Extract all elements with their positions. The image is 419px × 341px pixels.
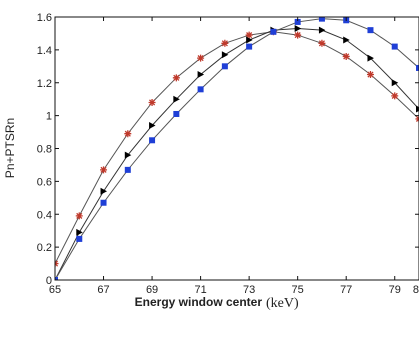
data-point-triangle	[100, 187, 108, 195]
data-point-asterisk	[391, 92, 399, 100]
y-tick-label: 1.6	[37, 12, 52, 24]
y-tick-label: 0.4	[37, 209, 52, 221]
x-tick-label: 75	[292, 284, 304, 296]
x-tick-label: 77	[340, 284, 352, 296]
data-point-triangle	[149, 121, 156, 129]
data-point-square	[270, 28, 277, 35]
plot-area	[55, 17, 419, 280]
x-tick-label: 80	[413, 284, 419, 296]
x-axis: 65 67 69 71 73 75 77 79 80	[49, 17, 419, 296]
data-point-square	[294, 18, 301, 25]
data-point-square	[318, 17, 325, 22]
data-point-triangle	[294, 25, 302, 33]
data-point-triangle	[173, 95, 180, 103]
series-3-line	[55, 18, 419, 280]
data-point-asterisk	[197, 54, 205, 62]
data-point-asterisk	[245, 31, 253, 39]
data-point-triangle	[197, 71, 205, 79]
data-point-asterisk	[148, 98, 156, 106]
x-tick-label: 79	[389, 284, 401, 296]
data-point-square	[100, 199, 107, 206]
x-tick-label: 71	[194, 284, 206, 296]
data-point-square	[416, 64, 419, 71]
y-axis-label: Pn+PTSRn	[3, 118, 17, 178]
y-tick-label: 0.8	[37, 144, 52, 156]
data-point-triangle	[318, 26, 326, 34]
data-point-triangle	[416, 105, 419, 113]
data-point-triangle	[76, 228, 83, 236]
data-point-square	[149, 137, 156, 144]
data-point-square	[197, 86, 204, 93]
data-point-triangle	[367, 54, 374, 62]
data-point-asterisk	[366, 71, 374, 79]
data-point-triangle	[343, 36, 350, 44]
data-point-square	[55, 277, 58, 280]
data-point-square	[221, 63, 228, 70]
data-point-square	[124, 166, 131, 173]
data-point-square	[173, 110, 180, 117]
data-point-asterisk	[100, 166, 108, 174]
series-1-line	[55, 31, 419, 264]
y-tick-label: 1.4	[37, 45, 52, 57]
data-point-asterisk	[75, 212, 83, 220]
x-tick-label: 73	[243, 284, 255, 296]
y-tick-label: 0.6	[37, 176, 52, 188]
data-point-triangle	[391, 79, 399, 87]
y-tick-label: 0.2	[37, 242, 52, 254]
data-point-asterisk	[294, 31, 302, 39]
data-point-asterisk	[318, 39, 326, 47]
data-point-asterisk	[124, 130, 132, 138]
y-axis: 0 0.2 0.4 0.6 0.8 1 1.2 1.4 1.6	[37, 12, 419, 287]
data-point-square	[76, 235, 83, 242]
y-tick-label: 0	[46, 275, 52, 287]
x-tick-label: 69	[146, 284, 158, 296]
data-point-asterisk	[172, 74, 180, 82]
data-point-square	[391, 43, 398, 50]
x-tick-label: 67	[97, 284, 109, 296]
data-point-triangle	[124, 151, 132, 159]
y-tick-label: 1.2	[37, 78, 52, 90]
x-axis-unit: (keV)	[266, 296, 299, 311]
series-layer	[55, 17, 419, 280]
data-point-square	[246, 43, 253, 50]
data-point-asterisk	[342, 52, 350, 60]
x-axis-label: Energy window center	[135, 295, 263, 309]
y-tick-label: 1	[46, 111, 52, 123]
x-tick-label: 65	[49, 284, 61, 296]
data-point-asterisk	[221, 39, 229, 47]
series-1	[55, 28, 419, 268]
series-2	[55, 25, 419, 280]
series-2-line	[55, 28, 419, 280]
data-point-triangle	[246, 36, 253, 44]
data-point-square	[367, 27, 374, 34]
data-point-triangle	[221, 51, 229, 59]
